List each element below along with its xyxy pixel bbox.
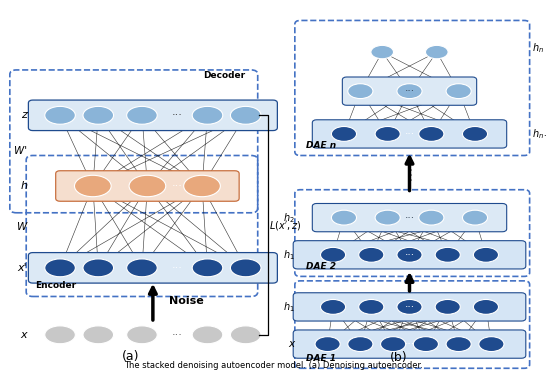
Text: (b): (b) — [390, 351, 407, 364]
Text: The stacked denoising autoencoder model. (a) Denoising autoencoder.: The stacked denoising autoencoder model.… — [123, 361, 423, 370]
FancyBboxPatch shape — [312, 203, 507, 232]
Ellipse shape — [192, 259, 223, 277]
Text: x: x — [289, 339, 295, 349]
Ellipse shape — [183, 175, 221, 197]
Text: W: W — [17, 222, 27, 232]
Ellipse shape — [321, 247, 346, 262]
Text: W': W' — [14, 146, 27, 155]
Text: x: x — [21, 330, 27, 340]
Text: (a): (a) — [122, 350, 140, 363]
Ellipse shape — [127, 259, 157, 277]
Ellipse shape — [473, 299, 498, 314]
Ellipse shape — [127, 106, 157, 124]
Ellipse shape — [127, 326, 157, 344]
Ellipse shape — [315, 337, 340, 352]
Ellipse shape — [348, 84, 373, 99]
Text: z: z — [21, 110, 27, 120]
Ellipse shape — [192, 326, 223, 344]
Ellipse shape — [45, 259, 75, 277]
Text: $h_1$: $h_1$ — [283, 300, 295, 314]
Ellipse shape — [446, 337, 471, 352]
Ellipse shape — [419, 126, 444, 141]
FancyBboxPatch shape — [56, 171, 239, 201]
Text: $L(x',z)$: $L(x',z)$ — [269, 219, 302, 231]
Ellipse shape — [397, 247, 422, 262]
FancyBboxPatch shape — [293, 241, 526, 269]
Ellipse shape — [446, 84, 471, 99]
Ellipse shape — [381, 337, 406, 352]
Ellipse shape — [397, 84, 422, 99]
Ellipse shape — [479, 337, 504, 352]
Text: ⋮: ⋮ — [402, 168, 417, 183]
Text: ···: ··· — [405, 129, 414, 139]
FancyBboxPatch shape — [293, 293, 526, 321]
Text: ···: ··· — [172, 110, 183, 120]
Ellipse shape — [359, 247, 384, 262]
Ellipse shape — [413, 337, 438, 352]
Ellipse shape — [375, 126, 400, 141]
Text: ···: ··· — [172, 330, 183, 340]
Ellipse shape — [83, 259, 114, 277]
Text: Encoder: Encoder — [35, 281, 76, 290]
Text: ···: ··· — [172, 263, 183, 273]
Ellipse shape — [473, 247, 498, 262]
Ellipse shape — [83, 106, 114, 124]
Ellipse shape — [419, 210, 444, 225]
Ellipse shape — [74, 175, 111, 197]
Ellipse shape — [375, 210, 400, 225]
Ellipse shape — [425, 45, 448, 59]
Text: h: h — [20, 181, 27, 191]
Ellipse shape — [45, 326, 75, 344]
Ellipse shape — [331, 210, 357, 225]
Text: ···: ··· — [405, 86, 414, 96]
Text: ···: ··· — [405, 302, 414, 312]
Ellipse shape — [435, 299, 460, 314]
Text: ···: ··· — [405, 213, 414, 222]
Text: DAE 2: DAE 2 — [306, 262, 336, 271]
Text: DAE 1: DAE 1 — [306, 354, 336, 363]
Ellipse shape — [435, 247, 460, 262]
Ellipse shape — [129, 175, 166, 197]
Ellipse shape — [83, 326, 114, 344]
Ellipse shape — [230, 259, 261, 277]
Text: DAE n: DAE n — [306, 141, 336, 150]
Ellipse shape — [397, 299, 422, 314]
FancyBboxPatch shape — [28, 100, 277, 131]
Ellipse shape — [192, 106, 223, 124]
Ellipse shape — [462, 210, 488, 225]
Text: $h_1$: $h_1$ — [283, 248, 295, 262]
Ellipse shape — [331, 126, 357, 141]
FancyBboxPatch shape — [312, 120, 507, 148]
FancyBboxPatch shape — [28, 253, 277, 283]
Text: Noise: Noise — [169, 296, 204, 306]
Text: Decoder: Decoder — [204, 71, 246, 80]
Text: ···: ··· — [405, 250, 414, 260]
Text: $h_n$: $h_n$ — [532, 41, 544, 55]
Ellipse shape — [230, 106, 261, 124]
Text: $h_{n-1}$: $h_{n-1}$ — [532, 127, 546, 141]
Ellipse shape — [462, 126, 488, 141]
Ellipse shape — [371, 45, 394, 59]
Text: ···: ··· — [405, 339, 414, 349]
Ellipse shape — [230, 326, 261, 344]
Text: $h_2$: $h_2$ — [283, 211, 295, 225]
Text: ···: ··· — [172, 181, 183, 191]
Text: x': x' — [17, 263, 27, 273]
Ellipse shape — [321, 299, 346, 314]
FancyBboxPatch shape — [293, 330, 526, 358]
FancyBboxPatch shape — [342, 77, 477, 105]
Ellipse shape — [359, 299, 384, 314]
Ellipse shape — [348, 337, 373, 352]
Ellipse shape — [45, 106, 75, 124]
